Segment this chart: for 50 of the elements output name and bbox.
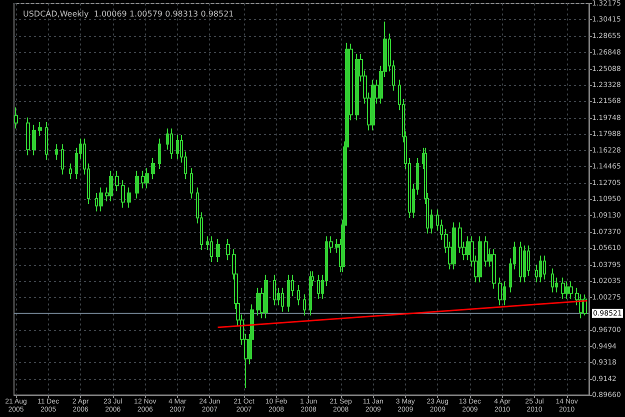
candlestick — [317, 274, 320, 300]
candlestick — [190, 168, 193, 199]
candlestick — [170, 128, 173, 160]
candlestick — [264, 274, 268, 319]
candlestick — [565, 280, 569, 300]
candlestick — [151, 157, 155, 180]
text: USDCAD,Weekly 1.00069 1.00579 0.98313 0.98521 — [23, 10, 234, 18]
candlestick — [127, 186, 131, 208]
candlestick — [115, 170, 119, 192]
candlestick — [45, 122, 48, 160]
candlestick — [14, 106, 18, 130]
candlestick — [492, 248, 496, 290]
candlestick — [303, 294, 306, 316]
candlestick — [26, 116, 30, 156]
candlestick — [61, 144, 64, 176]
candlestick — [210, 236, 213, 263]
candlestick — [519, 241, 522, 283]
candlestick — [543, 255, 546, 280]
candlestick — [273, 274, 276, 306]
candlestick — [371, 79, 375, 131]
candlestick — [176, 134, 179, 160]
candlestick — [498, 277, 502, 306]
candlestick — [141, 170, 145, 189]
candlestick — [32, 124, 36, 156]
candlestick — [484, 236, 488, 268]
candlestick — [355, 53, 359, 121]
candlestick — [478, 236, 482, 283]
candlestick — [38, 122, 42, 136]
candlestick — [551, 268, 554, 293]
candlestick — [297, 284, 300, 306]
candlestick — [281, 287, 284, 312]
candlestick — [145, 168, 149, 189]
candlestick — [226, 238, 230, 261]
candlestick — [216, 238, 220, 263]
candlestick — [309, 270, 312, 316]
candlestick — [569, 280, 573, 300]
candlestick — [99, 186, 103, 212]
candlestick — [55, 144, 58, 160]
candlestick — [121, 180, 125, 208]
candlestick — [561, 277, 565, 300]
candlestick — [539, 255, 542, 283]
candlestick — [452, 222, 456, 270]
candlestick — [523, 244, 526, 283]
candlestick — [583, 294, 587, 316]
candlestick — [158, 138, 161, 170]
candlestick — [256, 287, 260, 316]
candlestick — [69, 163, 72, 180]
candlestick — [135, 170, 139, 199]
candlestick — [109, 170, 113, 202]
candlestick — [287, 274, 290, 312]
